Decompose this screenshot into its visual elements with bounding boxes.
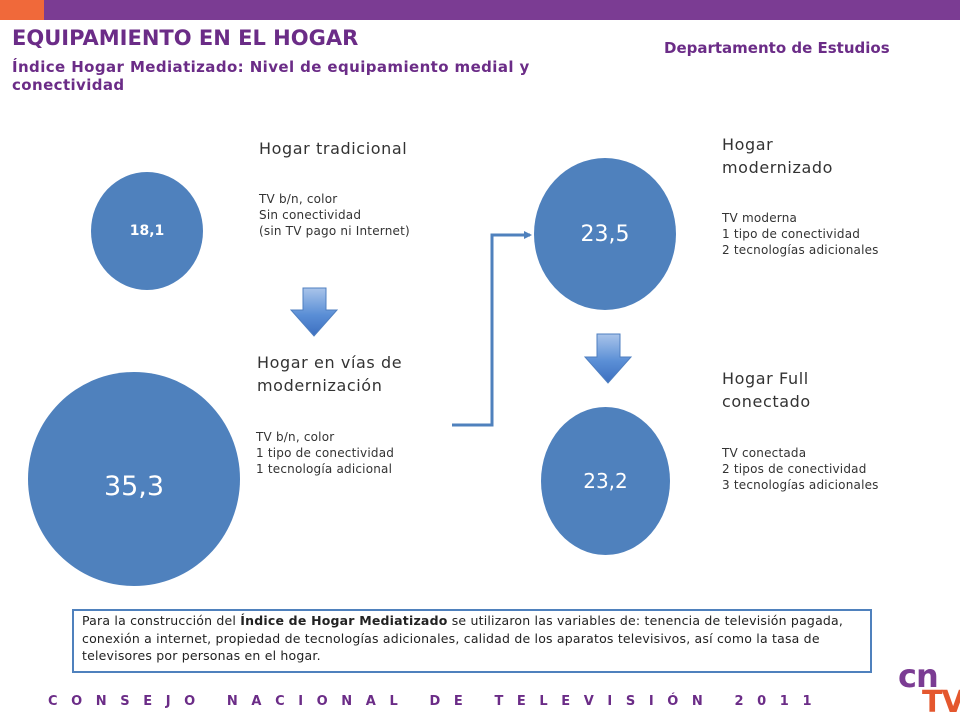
footer-organization: CONSEJO NACIONAL DE TELEVISIÓN 2011 [48,694,826,709]
details-hogar-en-vias: TV b/n, color 1 tipo de conectividad 1 t… [256,430,395,476]
elbow-arrow-vias-to-modernizado [452,231,532,427]
details-hogar-modernizado: TV moderna 1 tipo de conectividad 2 tecn… [722,211,879,257]
value-hogar-full: 23,2 [583,469,628,493]
note-text-bold: Índice de Hogar Mediatizado [240,613,448,628]
cntv-logo: cn TV [898,657,960,720]
value-hogar-en-vias: 35,3 [103,470,165,502]
details-hogar-tradicional: TV b/n, color Sin conectividad (sin TV p… [259,192,410,238]
note-text-after: se utilizaron las variables de: tenencia… [82,613,844,663]
methodology-note: Para la construcción del Índice de Hogar… [72,609,872,673]
heading-hogar-tradicional: Hogar tradicional [259,139,408,158]
heading-hogar-modernizado: Hogar modernizado [722,135,834,177]
heading-hogar-en-vias: Hogar en vías de modernización [257,353,403,395]
page-title: EQUIPAMIENTO EN EL HOGAR [12,26,359,50]
logo-tv-text: TV [922,685,960,720]
details-hogar-full: TV conectada 2 tipos de conectividad 3 t… [722,446,879,492]
circle-hogar-tradicional: 18,1 [91,172,203,290]
note-text-before: Para la construcción del [82,613,241,628]
circle-hogar-full: 23,2 [541,407,670,555]
department-label: Departamento de Estudios [664,39,890,57]
down-arrow-tradicional-to-vias [289,287,339,337]
circle-hogar-en-vias: 35,3 [28,372,240,586]
down-arrow-modernizado-to-full [583,333,633,384]
value-hogar-tradicional: 18,1 [129,223,165,239]
top-bar-accent [0,0,44,20]
top-bar [0,0,960,20]
circle-hogar-modernizado: 23,5 [534,158,676,310]
heading-hogar-full: Hogar Full conectado [722,369,811,411]
logo-cn-text: cn [898,657,939,695]
page-subtitle: Índice Hogar Mediatizado: Nivel de equip… [12,58,530,94]
value-hogar-modernizado: 23,5 [580,221,630,247]
